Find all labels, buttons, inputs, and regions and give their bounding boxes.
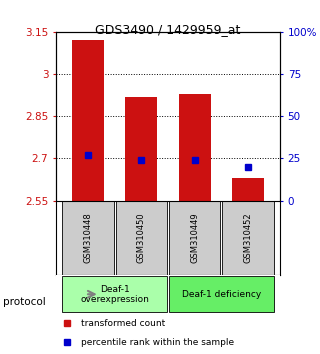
Text: GSM310450: GSM310450 [137,213,146,263]
Text: GDS3490 / 1429959_at: GDS3490 / 1429959_at [95,23,241,36]
Bar [125,97,157,200]
Text: GSM310452: GSM310452 [244,213,252,263]
Bar [179,94,211,200]
FancyBboxPatch shape [62,276,167,312]
Text: GSM310449: GSM310449 [190,213,199,263]
FancyBboxPatch shape [222,201,274,275]
Text: Deaf-1
overexpression: Deaf-1 overexpression [80,285,149,304]
Bar [232,178,264,200]
Text: percentile rank within the sample: percentile rank within the sample [81,338,234,347]
FancyBboxPatch shape [116,201,167,275]
FancyBboxPatch shape [169,276,274,312]
Text: transformed count: transformed count [81,319,165,328]
FancyBboxPatch shape [62,201,114,275]
Text: protocol: protocol [3,297,46,307]
FancyBboxPatch shape [169,201,220,275]
Text: GSM310448: GSM310448 [84,213,92,263]
Text: Deaf-1 deficiency: Deaf-1 deficiency [182,290,261,299]
Bar [72,40,104,200]
